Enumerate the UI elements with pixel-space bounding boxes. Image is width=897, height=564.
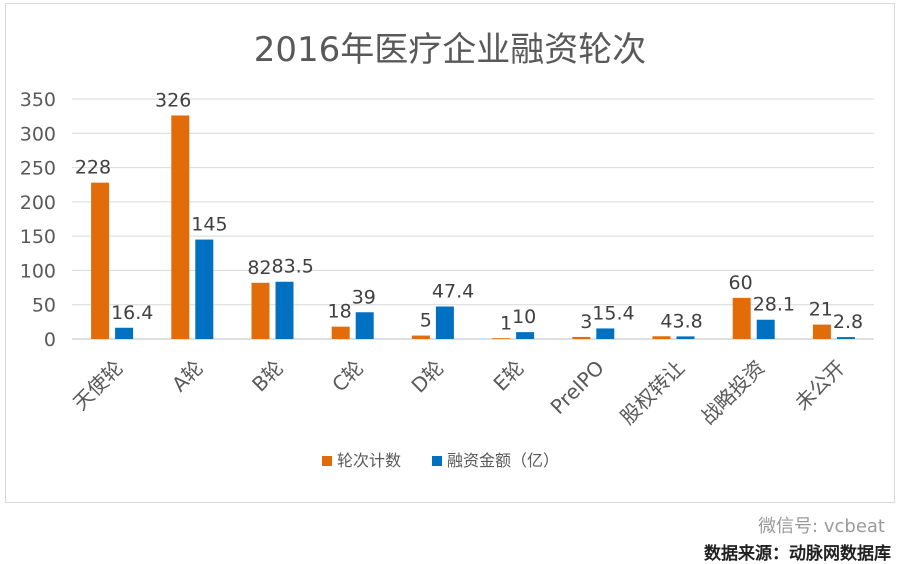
category-label: A轮 [167, 356, 208, 397]
chart-title: 2016年医疗企业融资轮次 [254, 30, 647, 70]
round-count-bar [812, 324, 831, 339]
round-count-bar [91, 182, 110, 339]
funding-amount-data-label: 145 [191, 214, 227, 236]
y-tick-label: 150 [20, 226, 56, 248]
funding-amount-bar [836, 337, 855, 339]
round-count-bar [572, 336, 591, 339]
funding-amount-bar [516, 332, 535, 339]
funding-amount-data-label: 39 [352, 286, 376, 308]
funding-amount-bar [355, 312, 374, 339]
funding-amount-bar [115, 327, 134, 339]
funding-amount-data-label: 83.5 [272, 256, 314, 278]
funding-amount-bar [596, 328, 615, 339]
funding-amount-bar [676, 336, 695, 339]
round-count-bar [492, 338, 511, 339]
funding-amount-data-label: 16.4 [111, 302, 153, 324]
funding-amount-data-label: 3.8 [673, 310, 703, 332]
category-label: 股权转让 [615, 356, 689, 430]
y-tick-label: 300 [20, 123, 56, 145]
category-label: PreIPO [546, 356, 609, 419]
funding-amount-bar [435, 306, 454, 339]
funding-amount-data-label: 2.8 [833, 311, 863, 333]
round-count-data-label: 21 [809, 299, 833, 321]
round-count-data-label: 60 [729, 272, 753, 294]
round-count-bar [171, 115, 190, 339]
chart-frame: 2016年医疗企业融资轮次 0 50 100 150 200 250 300 350 228 1… [5, 3, 895, 503]
bar-chart: 2016年医疗企业融资轮次 0 50 100 150 200 250 300 350 228 1… [20, 30, 874, 470]
category-label: 未公开 [790, 356, 849, 415]
category-label: 战略投资 [696, 356, 770, 430]
y-tick-label: 100 [20, 260, 56, 282]
round-count-data-label: 82 [247, 257, 271, 279]
round-count-data-label: 4 [660, 310, 672, 332]
y-tick-label: 200 [20, 192, 56, 214]
y-tick-label: 350 [20, 89, 56, 111]
round-count-data-label: 1 [500, 312, 512, 334]
round-count-bar [652, 336, 671, 339]
legend-label-round-count: 轮次计数 [337, 451, 401, 470]
round-count-data-label: 5 [420, 310, 432, 332]
funding-amount-data-label: 10 [512, 306, 536, 328]
category-label: C轮 [327, 356, 368, 397]
wechat-watermark: 微信号: vcbeat [758, 516, 885, 537]
round-count-bar [411, 335, 430, 339]
round-count-bar [331, 326, 350, 339]
category-label: D轮 [406, 356, 448, 398]
funding-amount-data-label: 28.1 [753, 294, 795, 316]
round-count-bar [251, 282, 270, 339]
category-label: B轮 [247, 356, 288, 397]
round-count-bar [732, 297, 751, 339]
funding-amount-bar [756, 319, 775, 339]
legend-label-funding-amount: 融资金额（亿） [447, 451, 559, 470]
category-label: 天使轮 [68, 356, 127, 415]
round-count-data-label: 3 [580, 311, 592, 333]
y-tick-label: 250 [20, 158, 56, 180]
source-note: 数据来源：动脉网数据库 [704, 544, 891, 564]
funding-amount-bar [195, 239, 214, 339]
round-count-data-label: 326 [155, 89, 191, 111]
legend-swatch-funding-amount [432, 456, 442, 466]
round-count-data-label: 18 [328, 301, 352, 323]
category-label: E轮 [489, 356, 529, 396]
round-count-data-label: 228 [75, 157, 111, 179]
y-tick-label: 50 [32, 295, 56, 317]
funding-amount-bar [275, 281, 294, 339]
y-tick-label: 0 [44, 329, 56, 351]
funding-amount-data-label: 47.4 [432, 280, 474, 302]
funding-amount-data-label: 15.4 [592, 302, 634, 324]
legend-swatch-round-count [322, 456, 332, 466]
